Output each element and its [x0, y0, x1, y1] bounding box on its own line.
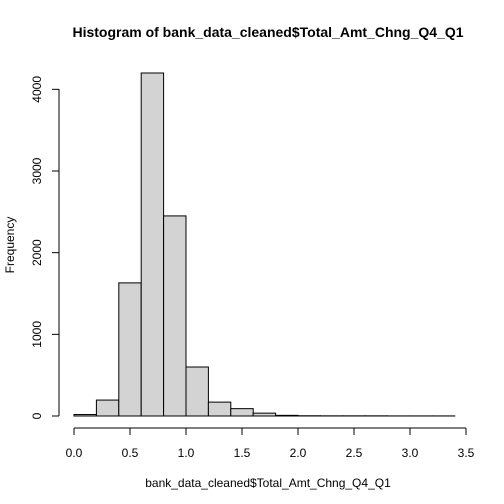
- x-tick-label: 1.5: [234, 446, 251, 460]
- histogram-bar: [230, 408, 254, 417]
- x-tick-label: 0.0: [66, 446, 83, 460]
- x-axis-ticks: 0.0 0.5 1.0 1.5 2.0 2.5 3.0 3.5: [66, 428, 475, 460]
- y-axis-label: Frequency: [3, 217, 17, 274]
- histogram-bar: [275, 414, 299, 417]
- x-tick-label: 1.0: [178, 446, 195, 460]
- chart-title: Histogram of bank_data_cleaned$Total_Amt…: [72, 24, 463, 40]
- y-tick-label: 0: [30, 412, 44, 419]
- y-tick-label: 4000: [30, 76, 44, 103]
- histogram-bar: [95, 399, 120, 417]
- x-tick-label: 0.5: [122, 446, 139, 460]
- x-tick-label: 2.5: [346, 446, 363, 460]
- histogram-bar: [140, 72, 165, 417]
- histogram-bar: [163, 215, 187, 417]
- histogram-bar: [185, 366, 209, 417]
- y-tick-label: 2000: [30, 239, 44, 266]
- histogram-bar: [252, 412, 277, 417]
- y-axis-ticks: 0 1000 2000 3000 4000: [30, 76, 59, 419]
- histogram-bar: [118, 282, 142, 417]
- histogram-bar: [73, 414, 97, 417]
- x-axis-label: bank_data_cleaned$Total_Amt_Chng_Q4_Q1: [145, 476, 391, 490]
- histogram-bar: [207, 401, 232, 417]
- x-tick-label: 3.0: [402, 446, 419, 460]
- x-tick-label: 3.5: [458, 446, 475, 460]
- x-tick-label: 2.0: [290, 446, 307, 460]
- y-tick-label: 1000: [30, 321, 44, 348]
- y-tick-label: 3000: [30, 157, 44, 184]
- histogram-bars: [73, 72, 456, 417]
